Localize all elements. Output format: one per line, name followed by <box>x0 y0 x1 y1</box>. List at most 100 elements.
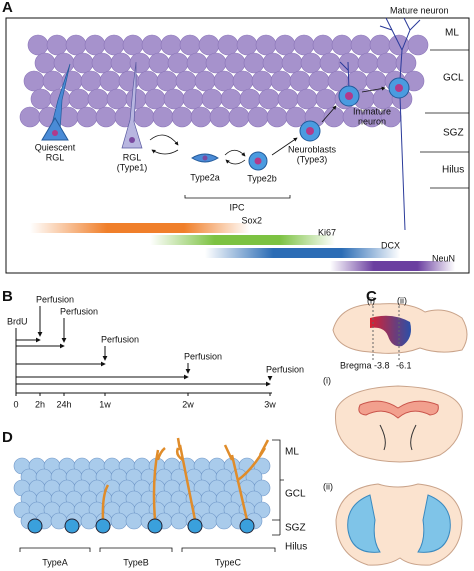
granule-cell <box>170 512 188 530</box>
cell-process <box>152 447 166 521</box>
granule-cell <box>125 512 143 530</box>
granule-cell <box>99 70 121 92</box>
granule-cell <box>152 106 174 128</box>
layer-label: GCL <box>285 489 306 500</box>
granule-cell <box>122 34 144 56</box>
panel-a <box>5 17 470 274</box>
granule-cell <box>262 52 284 74</box>
cell-body <box>147 518 163 534</box>
cell-body <box>187 518 203 534</box>
marker-bar <box>150 235 335 245</box>
granule-cell <box>133 106 155 128</box>
granule-cell <box>167 52 189 74</box>
plane-label: (ii) <box>397 295 407 305</box>
time-label: 2h <box>35 399 45 409</box>
granule-cell <box>87 88 109 110</box>
granule-cell <box>156 70 178 92</box>
granule-cell <box>274 34 296 56</box>
layer-label: Hilus <box>285 542 307 553</box>
rgl <box>121 61 143 149</box>
neuroblast <box>299 120 321 142</box>
section-label: (ii) <box>323 481 333 491</box>
section-label: (i) <box>323 375 331 385</box>
cell-label: Type2b <box>247 173 277 183</box>
cell-label: Immature <box>353 106 391 116</box>
bregma-label: Bregma -3.8 <box>340 360 390 370</box>
granule-cell <box>80 512 98 530</box>
granule-cell <box>296 88 318 110</box>
cell-label: Type2a <box>190 172 220 182</box>
granule-cell <box>110 52 132 74</box>
immature-neuron <box>338 61 360 107</box>
granule-cell <box>308 70 330 92</box>
panel-label: D <box>2 429 13 446</box>
granule-cell <box>141 34 163 56</box>
granule-cell <box>239 88 261 110</box>
granule-cell <box>137 70 159 92</box>
granule-cell <box>266 106 288 128</box>
granule-cell <box>315 88 337 110</box>
perfusion-label: Perfusion <box>60 306 98 316</box>
granule-cell <box>27 34 49 56</box>
type2b-cell <box>248 151 268 171</box>
granule-cell <box>258 88 280 110</box>
granule-cell <box>175 70 197 92</box>
type-label: TypeC <box>215 557 242 567</box>
granule-cell <box>144 88 166 110</box>
granule-cell <box>68 88 90 110</box>
granule-cell <box>376 52 398 74</box>
layer-label: SGZ <box>285 523 306 534</box>
granule-cell <box>106 88 128 110</box>
marker-label: DCX <box>381 240 400 250</box>
bregma-label: -6.1 <box>396 360 412 370</box>
cell-body <box>239 518 255 534</box>
granule-cell <box>357 52 379 74</box>
marker-label: Sox2 <box>241 215 262 225</box>
granule-cell <box>148 52 170 74</box>
granule-cell <box>91 52 113 74</box>
layer-dividers <box>420 49 469 189</box>
granule-cell <box>84 34 106 56</box>
granule-cell <box>34 52 56 74</box>
granule-cell <box>369 34 391 56</box>
cell-label: (Type1) <box>117 162 148 172</box>
coronal-section-i <box>334 385 463 463</box>
granule-cells <box>19 34 429 128</box>
pulse-label: BrdU <box>7 316 28 326</box>
marker-label: NeuN <box>432 253 455 263</box>
cell-body <box>95 518 111 534</box>
cell-label: RGL <box>46 152 65 162</box>
timeline <box>15 306 273 396</box>
cell-process <box>175 437 197 521</box>
granule-cell <box>281 52 303 74</box>
granule-cell <box>103 34 125 56</box>
type2a-cell <box>191 153 219 163</box>
granule-cell <box>23 70 45 92</box>
cell-label: (Type3) <box>297 154 328 164</box>
cell-label: neuron <box>358 116 386 126</box>
cell-process <box>223 439 270 521</box>
granule-cell <box>300 52 322 74</box>
granule-cell <box>350 34 372 56</box>
transition-arrows <box>149 86 386 199</box>
time-label: 1w <box>99 399 111 409</box>
marker-bar <box>30 223 250 233</box>
granule-cell <box>200 512 218 530</box>
granule-cell <box>220 88 242 110</box>
granule-cells <box>13 457 271 530</box>
granule-cell <box>338 52 360 74</box>
granule-cell <box>19 106 41 128</box>
granule-cell <box>243 52 265 74</box>
granule-cell <box>198 34 220 56</box>
granule-cell <box>171 106 193 128</box>
panel-label: A <box>2 0 13 16</box>
mature-label: Mature neuron <box>390 5 449 15</box>
d-cells <box>27 437 270 534</box>
perfusion-label: Perfusion <box>266 364 304 374</box>
granule-cell <box>217 34 239 56</box>
granule-cell <box>160 34 182 56</box>
granule-cell <box>319 52 341 74</box>
granule-cell <box>182 88 204 110</box>
granule-cell <box>53 52 75 74</box>
